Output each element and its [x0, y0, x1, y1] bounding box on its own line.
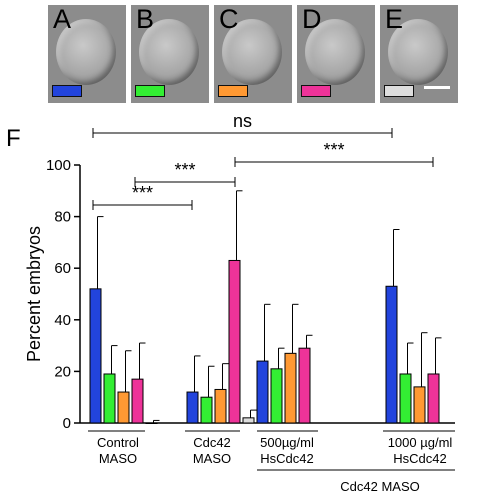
group-label: Cdc42 MASO — [340, 479, 419, 494]
y-tick-label: 40 — [54, 312, 71, 329]
bar — [284, 352, 297, 424]
category-label: Control — [97, 435, 139, 450]
panel-letter: B — [136, 5, 155, 34]
panel-letter: C — [219, 5, 239, 34]
bar — [242, 417, 255, 424]
category-label: MASO — [193, 451, 231, 466]
image-panel-d: D — [297, 5, 375, 103]
embryo-image — [139, 19, 199, 85]
y-tick-label: 20 — [54, 363, 71, 380]
image-panel-b: B — [131, 5, 209, 103]
bar — [131, 378, 144, 424]
bar — [385, 285, 398, 424]
color-key-swatch — [135, 85, 165, 97]
y-tick-label: 80 — [54, 209, 71, 226]
color-key-swatch — [301, 85, 331, 97]
bar — [228, 259, 241, 424]
significance-label: *** — [323, 140, 344, 160]
embryo-image — [305, 19, 365, 85]
category-label: MASO — [99, 451, 137, 466]
color-key-swatch — [384, 85, 414, 97]
color-key-swatch — [52, 85, 82, 97]
bar — [270, 368, 283, 424]
panel-letter: D — [302, 5, 322, 34]
bar — [427, 373, 440, 424]
bar — [256, 360, 269, 424]
bar — [200, 396, 213, 424]
y-tick-label: 0 — [63, 415, 71, 432]
category-label: Cdc42 — [193, 435, 231, 450]
y-tick-label: 100 — [46, 157, 71, 174]
embryo-image — [56, 19, 116, 85]
category-label: HsCdc42 — [393, 451, 446, 466]
bar — [399, 373, 412, 424]
image-panel-e: E — [380, 5, 458, 103]
bar — [89, 288, 102, 424]
image-panel-c: C — [214, 5, 292, 103]
bar — [186, 391, 199, 424]
image-panel-a: A — [48, 5, 126, 103]
bar — [413, 386, 426, 424]
significance-label: ns — [233, 111, 252, 131]
bar — [103, 373, 116, 424]
y-axis-label: Percent embryos — [24, 226, 44, 362]
scale-bar — [424, 86, 450, 89]
significance-label: *** — [174, 160, 195, 180]
panel-letter: A — [53, 5, 72, 34]
chart-panel-label: F — [6, 125, 21, 152]
embryo-image — [388, 19, 448, 85]
embryo-image — [222, 19, 282, 85]
category-label: HsCdc42 — [260, 451, 313, 466]
y-tick-label: 60 — [54, 260, 71, 277]
bar — [145, 422, 158, 424]
category-label: 500µg/ml — [260, 435, 314, 450]
significance-label: *** — [132, 183, 153, 203]
bar — [298, 347, 311, 424]
bar — [214, 388, 227, 424]
category-label: 1000 µg/ml — [388, 435, 453, 450]
panel-letter: E — [385, 5, 404, 34]
bar — [117, 391, 130, 424]
color-key-swatch — [218, 85, 248, 97]
